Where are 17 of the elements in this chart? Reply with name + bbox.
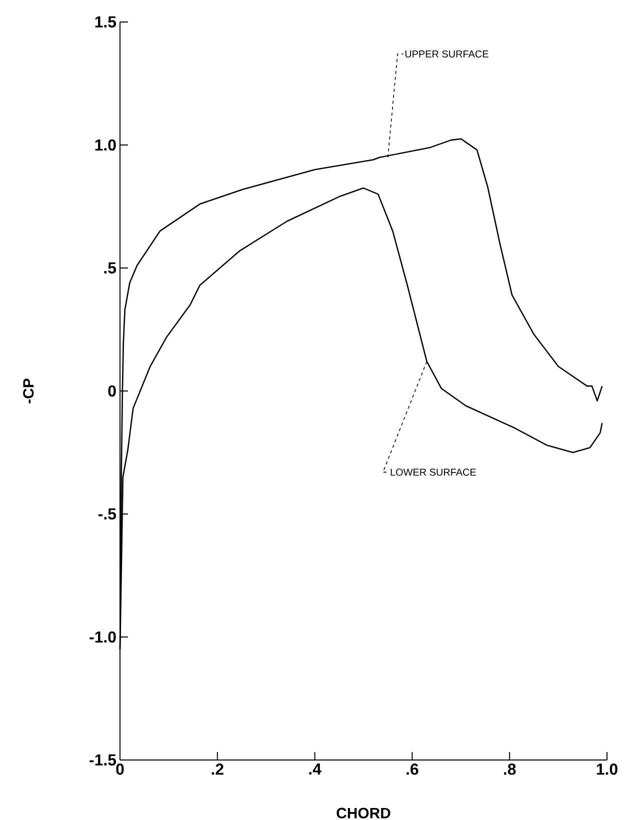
y-tick-label: -1.0 (90, 631, 116, 643)
y-tick-label: 0 (108, 385, 116, 397)
x-tick-label: 1.0 (596, 764, 618, 775)
y-axis-title: -CP (23, 378, 34, 404)
y-tick-label: .5 (104, 262, 116, 274)
x-axis-title: CHORD (336, 808, 390, 818)
y-tick-label: 1.5 (95, 16, 116, 28)
y-tick-label: -.5 (98, 508, 116, 520)
y-tick-label: 1.0 (95, 139, 116, 151)
x-tick-label: .6 (406, 764, 418, 775)
x-tick-label: .2 (212, 764, 224, 775)
annotation: UPPER SURFACE (405, 50, 488, 58)
x-tick-label: .8 (504, 764, 516, 775)
y-tick-label: -1.5 (90, 754, 116, 766)
x-tick-label: .4 (309, 764, 322, 774)
annotation: LOWER SURFACE (390, 468, 476, 476)
x-tick-label: 0 (116, 764, 124, 775)
